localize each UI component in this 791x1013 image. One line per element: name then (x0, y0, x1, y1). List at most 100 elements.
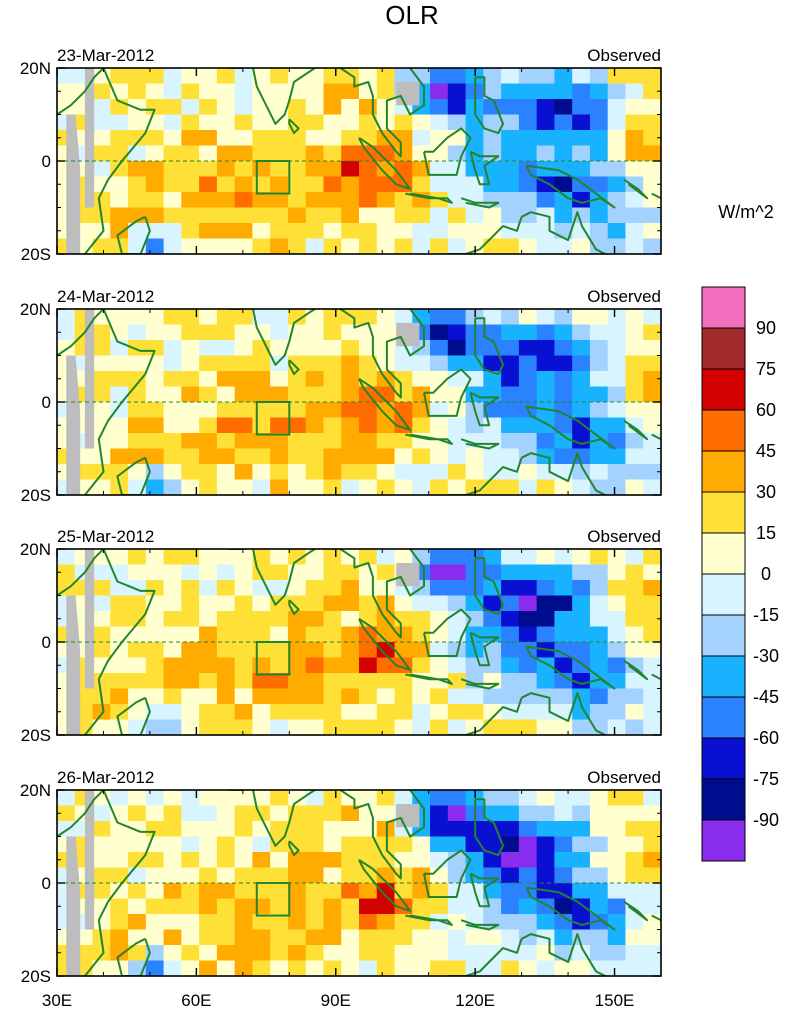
field-cell (376, 688, 396, 705)
field-cell (394, 945, 413, 962)
field-cell (501, 595, 520, 612)
field-cell (163, 929, 182, 946)
field-cell (181, 114, 200, 131)
field-cell (145, 790, 165, 807)
field-cell (483, 238, 502, 254)
field-cell (483, 324, 502, 341)
field-cell (607, 176, 627, 193)
field-cell (92, 898, 111, 915)
field-cell (252, 130, 271, 147)
field-cell (163, 657, 182, 674)
field-cell (199, 564, 218, 581)
field-cell (234, 479, 254, 495)
field-cell (216, 580, 236, 597)
field-cell (412, 386, 431, 403)
coastline (521, 933, 606, 976)
field-cell (554, 898, 573, 915)
field-cell (430, 626, 449, 643)
field-cell (234, 642, 254, 659)
field-cell (252, 595, 271, 612)
coastline (651, 433, 661, 441)
field-cell (607, 355, 627, 372)
field-cell (607, 898, 627, 915)
field-cell (447, 464, 467, 481)
field-cell (359, 673, 378, 690)
field-cell (234, 914, 254, 931)
field-cell (465, 355, 484, 372)
field-cell (92, 238, 111, 254)
coastline (447, 216, 523, 254)
field-cell (341, 704, 360, 721)
field-cell (305, 176, 325, 193)
field-cell (181, 564, 200, 581)
field-cell (199, 626, 218, 643)
field-cell (110, 355, 129, 372)
field-cell (643, 309, 661, 326)
field-cell (216, 130, 236, 147)
field-cell (359, 99, 378, 116)
field-cell (234, 929, 254, 946)
field-cell (199, 883, 218, 900)
field-cell (270, 223, 289, 240)
field-cell (501, 192, 520, 209)
field-cell (554, 340, 573, 357)
field-cell (536, 99, 556, 116)
field-cell (430, 821, 449, 838)
field-cell (518, 145, 538, 162)
field-cell (145, 852, 165, 869)
coastline (228, 549, 317, 606)
field-cell (181, 448, 200, 465)
field-cell (145, 688, 165, 705)
field-cell (589, 657, 609, 674)
colorbar-label: -15 (753, 605, 779, 625)
field-cell (128, 417, 147, 434)
field-cell (234, 309, 254, 326)
field-cell (181, 611, 200, 628)
field-cell (518, 790, 538, 807)
missing-data-cell (66, 836, 81, 976)
field-cell (110, 657, 129, 674)
field-cell (643, 960, 661, 976)
field-cell (625, 883, 644, 900)
field-cell (359, 929, 378, 946)
field-cell (92, 402, 111, 419)
field-cell (607, 549, 627, 566)
field-cell (589, 580, 609, 597)
field-cell (554, 805, 573, 822)
field-cell (287, 673, 307, 690)
field-cell (536, 595, 556, 612)
field-cell (323, 821, 342, 838)
field-cell (270, 626, 289, 643)
field-cell (145, 719, 165, 735)
coastline (423, 849, 472, 898)
field-cell (412, 145, 431, 162)
field-cell (589, 673, 609, 690)
field-cell (181, 238, 200, 254)
field-cell (270, 309, 289, 326)
field-cell (163, 960, 182, 976)
field-cell (305, 852, 325, 869)
field-cell (270, 68, 289, 85)
field-cell (145, 898, 165, 915)
missing-data-cell (396, 563, 420, 587)
field-cell (92, 99, 111, 116)
field-cell (252, 417, 271, 434)
field-cell (589, 386, 609, 403)
missing-data-cell (66, 114, 81, 254)
field-cell (447, 417, 467, 434)
field-cell (270, 145, 289, 162)
field-cell (501, 479, 520, 495)
field-cell (163, 402, 182, 419)
field-cell (483, 402, 502, 419)
field-cell (305, 867, 325, 884)
field-cell (323, 580, 342, 597)
field-cell (554, 324, 573, 341)
field-cell (376, 309, 396, 326)
field-cell (323, 805, 342, 822)
field-cell (554, 238, 573, 254)
field-cell (625, 161, 644, 178)
field-cell (57, 68, 76, 85)
field-cell (359, 805, 378, 822)
field-cell (252, 883, 271, 900)
field-cell (589, 207, 609, 224)
